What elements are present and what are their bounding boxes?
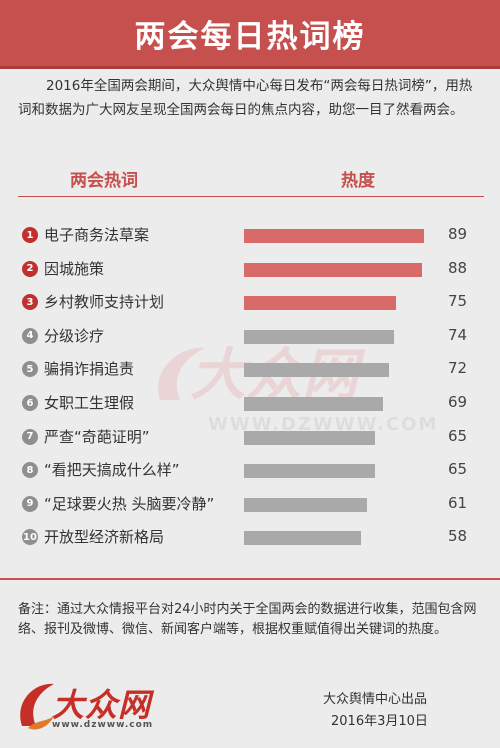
heat-bar <box>244 430 376 445</box>
rank-badge: 5 <box>22 361 38 378</box>
logo-text: 大众网 <box>52 686 152 724</box>
hotword-label: 骗捐诈捐追责 <box>44 360 135 379</box>
header-divider <box>18 196 484 197</box>
heat-value: 88 <box>448 258 468 277</box>
heat-bar <box>244 363 390 378</box>
rank-badge: 4 <box>22 327 38 344</box>
logo-url: www.dzwww.com <box>52 720 154 730</box>
footer-divider <box>0 578 500 580</box>
logo-swoosh-icon <box>20 683 54 730</box>
hotword-row: 6 女职工生理假 69 <box>0 388 500 418</box>
heat-value: 65 <box>448 460 468 479</box>
heat-value: 72 <box>448 359 468 378</box>
note-text: 备注：通过大众情报平台对24小时内关于全国两会的数据进行收集，范围包含网络、报刊… <box>18 602 477 637</box>
hotword-label: “足球要火热 头脑要冷静” <box>44 494 215 513</box>
rank-badge: 2 <box>22 260 38 277</box>
hotword-label: 乡村教师支持计划 <box>44 293 165 312</box>
hotword-row: 8 “看把天搞成什么样” 65 <box>0 455 500 485</box>
heat-bar <box>244 464 376 479</box>
heat-value: 74 <box>448 325 468 344</box>
hotword-row: 9 “足球要火热 头脑要冷静” 61 <box>0 489 500 519</box>
heat-bar <box>244 531 362 546</box>
heat-value: 65 <box>448 426 468 445</box>
hotword-label: 严查“奇葩证明” <box>44 427 150 446</box>
heat-value: 69 <box>448 393 468 411</box>
heat-bar <box>244 497 368 512</box>
rank-badge: 10 <box>22 529 38 546</box>
heat-value: 58 <box>448 527 468 546</box>
rank-badge: 8 <box>22 462 38 479</box>
heat-bar <box>244 262 422 277</box>
column-header-heat: 热度 <box>341 171 375 191</box>
heat-value: 75 <box>448 292 468 311</box>
hotword-label: 电子商务法草案 <box>44 226 150 244</box>
rank-badge: 7 <box>22 428 38 445</box>
column-header-word: 两会热词 <box>70 171 138 191</box>
heat-bar <box>244 397 384 411</box>
hotword-label: 因城施策 <box>44 259 105 278</box>
hotword-label: 分级诊疗 <box>44 326 105 345</box>
hotword-label: “看把天搞成什么样” <box>44 461 180 480</box>
hotword-row: 7 严查“奇葩证明” 65 <box>0 422 500 452</box>
heat-bar <box>244 229 424 243</box>
publish-date: 2016年3月10日 <box>331 714 428 729</box>
heat-value: 89 <box>448 225 468 243</box>
hotword-label: 女职工生理假 <box>44 394 135 412</box>
title-underline <box>0 66 500 69</box>
publisher: 大众舆情中心出品 <box>323 692 428 707</box>
dzwww-logo: 大众网 www.dzwww.com <box>16 680 166 732</box>
heat-bar <box>244 296 396 311</box>
hotword-row: 10 开放型经济新格局 58 <box>0 522 500 552</box>
intro-paragraph: 2016年全国两会期间，大众舆情中心每日发布“两会每日热词榜”，用热词和数据为广… <box>18 78 473 118</box>
hotword-row: 1 电子商务法草案 89 <box>0 220 500 250</box>
heat-bar <box>244 329 394 344</box>
rank-badge: 3 <box>22 294 38 311</box>
hotword-label: 开放型经济新格局 <box>44 528 165 547</box>
hotword-row: 3 乡村教师支持计划 75 <box>0 287 500 317</box>
rank-badge: 1 <box>22 227 38 243</box>
rank-badge: 9 <box>22 495 38 512</box>
hotword-row: 4 分级诊疗 74 <box>0 321 500 351</box>
hotword-row: 2 因城施策 88 <box>0 254 500 284</box>
hotword-row: 5 骗捐诈捐追责 72 <box>0 354 500 384</box>
rank-badge: 6 <box>22 395 38 411</box>
heat-value: 61 <box>448 493 468 512</box>
page-title: 两会每日热词榜 <box>0 0 500 66</box>
